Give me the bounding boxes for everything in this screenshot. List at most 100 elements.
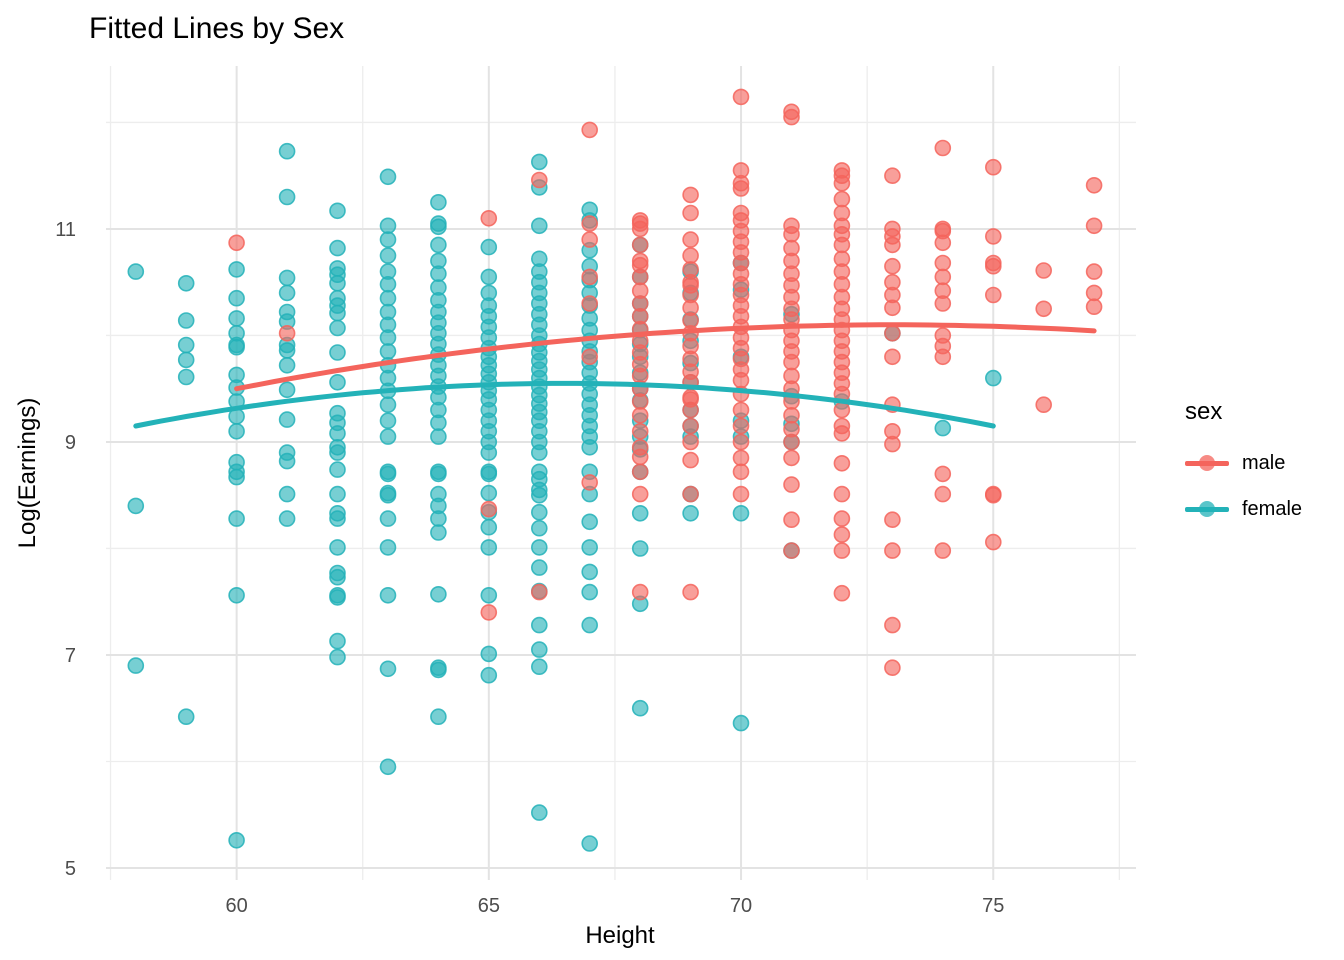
data-point-female [379,343,397,360]
fitted-line-female [133,380,996,429]
data-point-female [329,239,346,257]
data-point-female [379,275,397,293]
data-point-male [480,500,498,518]
data-point-female [631,699,649,717]
data-point-female [177,312,195,329]
data-point-female [278,510,296,527]
data-point-female [329,304,346,322]
data-point-male [884,299,901,317]
data-point-female [278,452,296,470]
data-point-female [127,657,145,674]
data-point-male [1085,177,1103,194]
data-point-male [530,583,548,601]
data-point-male [631,463,649,481]
data-point-male [732,417,750,435]
data-point-male [984,486,1002,504]
data-point-male [732,88,750,106]
data-point-male [732,485,750,503]
data-point-male [984,158,1002,176]
data-point-male [833,401,851,419]
data-point-female [379,510,397,527]
data-point-female [480,518,498,536]
x-axis-title: Height [585,922,655,949]
data-point-male [783,511,800,529]
data-point-female [278,485,296,503]
data-point-female [530,539,548,556]
data-point-female [329,568,346,586]
data-point-male [1085,298,1103,316]
data-point-male [581,268,599,286]
data-point-female [379,231,397,248]
data-point-female [732,714,750,732]
data-point-male [833,526,851,543]
data-point-female [177,351,195,369]
data-point-female [278,342,296,359]
data-point-female [581,513,599,531]
data-point-female [430,465,447,483]
data-point-female [329,373,346,391]
data-point-male [934,485,952,503]
legend-title: sex [1185,398,1223,425]
data-point-male [732,401,750,419]
data-point-male [984,286,1002,304]
data-point-female [278,188,296,206]
data-point-female [530,616,548,634]
data-point-female [278,284,296,302]
y-tick-label: 9 [65,432,76,454]
data-point-female [329,274,346,292]
data-point-male [984,533,1002,551]
data-point-female [682,504,699,522]
data-point-male [783,449,800,467]
data-point-female [379,486,397,504]
data-point-female [379,289,397,307]
data-point-female [228,586,245,604]
data-point-male [581,474,599,491]
data-point-male [934,465,952,483]
data-point-female [127,497,145,515]
data-point-male [934,139,952,157]
data-point-female [329,202,346,220]
data-point-male [884,542,901,559]
x-tick-label: 65 [478,895,500,917]
data-point-male [984,257,1002,275]
data-point-male [581,231,599,248]
data-point-female [329,539,346,556]
data-point-female [329,461,346,478]
data-point-male [833,236,851,254]
data-point-male [682,186,699,204]
data-point-male [934,254,952,272]
data-point-male [631,268,649,286]
data-point-male [682,485,699,503]
legend-items: male female [1185,452,1344,520]
data-point-female [278,381,296,399]
data-point-female [228,261,245,278]
data-point-female [329,648,346,666]
y-tick-label: 7 [65,645,76,667]
data-point-male [833,190,851,208]
data-point-female [430,265,447,283]
data-point-male [682,417,699,435]
data-point-male [884,616,901,634]
data-point-female [379,217,397,235]
data-point-male [581,348,599,366]
data-point-female [530,559,548,576]
legend-label: male [1242,451,1286,474]
data-point-female [430,414,447,432]
data-point-male [934,295,952,312]
data-point-female [430,708,447,726]
data-point-female [530,658,548,676]
data-point-female [581,583,599,601]
data-point-male [1085,217,1103,235]
data-point-female [379,465,397,483]
data-point-female [480,484,498,502]
data-point-female [228,510,245,527]
data-point-male [682,451,699,469]
chart-title: Fitted Lines by Sex [89,12,345,45]
data-point-female [379,428,397,445]
data-point-female [278,356,296,374]
legend-item-male: male [1185,452,1344,474]
data-point-female [480,586,498,604]
data-point-female [379,758,397,776]
data-point-male [884,348,901,366]
